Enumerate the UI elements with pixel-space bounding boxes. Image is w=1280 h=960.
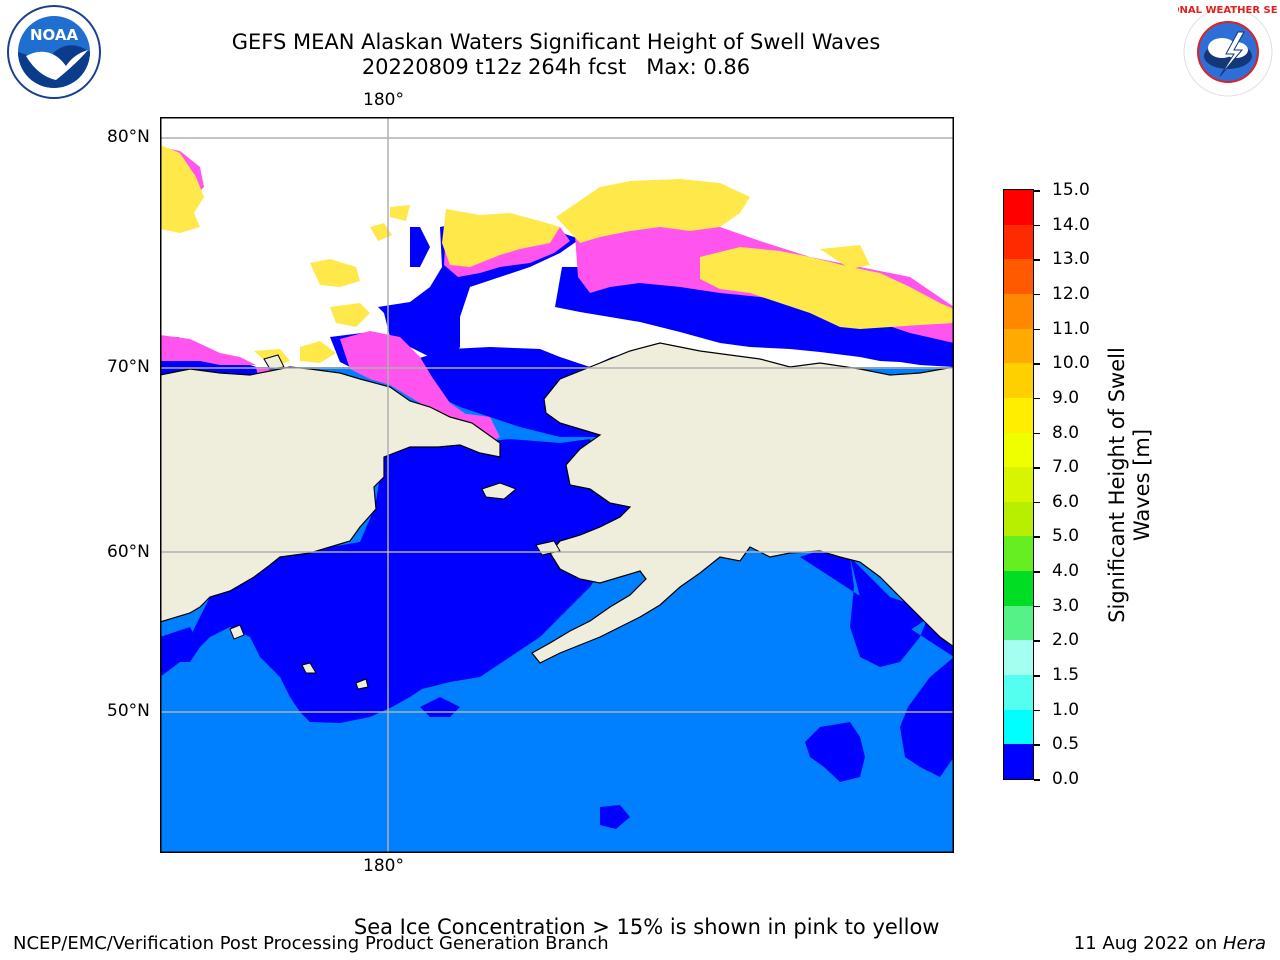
- colorbar-tick-label: 2.0: [1052, 630, 1080, 651]
- colorbar-tick-mark: [1034, 536, 1040, 538]
- colorbar-tick-label: 15.0: [1052, 180, 1090, 200]
- colorbar-segment: [1004, 224, 1033, 260]
- colorbar-tick-label: 6.0: [1052, 491, 1080, 512]
- colorbar-tick-label: 8.0: [1052, 422, 1080, 443]
- colorbar-tick-label: 4.0: [1052, 561, 1080, 582]
- footer-date: 11 Aug 2022 on Hera: [1073, 933, 1266, 954]
- colorbar-tick-label: 12.0: [1052, 283, 1090, 304]
- colorbar-tick-mark: [1034, 432, 1040, 435]
- colorbar-tick-mark: [1034, 571, 1040, 573]
- colorbar-tick-label: 14.0: [1052, 214, 1090, 235]
- land-siberia: [160, 366, 501, 623]
- colorbar-tick-label: 1.0: [1052, 699, 1080, 720]
- colorbar-segment: [1004, 363, 1033, 399]
- map-frame: [160, 117, 954, 853]
- colorbar-segment: [1004, 467, 1033, 503]
- colorbar-tick-mark: [1034, 224, 1040, 227]
- lat-label-70n: 70°N: [107, 357, 150, 377]
- land-alaska: [531, 342, 954, 664]
- chart-title: GEFS MEAN Alaskan Waters Significant Hei…: [231, 30, 881, 54]
- colorbar-segment: [1004, 293, 1033, 330]
- chart-subtitle: 20220809 t12z 264h fcst Max: 0.86: [361, 55, 751, 79]
- colorbar-label: Significant Height of Swell Waves [m]: [1105, 347, 1154, 623]
- nws-logo-text: NATIONAL WEATHER SERVICE: [1178, 5, 1278, 16]
- graticule: [160, 117, 954, 853]
- sea-ice-note: Sea Ice Concentration > 15% is shown in …: [353, 915, 940, 939]
- noaa-logo-text: NOAA: [30, 26, 79, 44]
- colorbar-tick-mark: [1034, 675, 1040, 677]
- colorbar-segment: [1004, 709, 1033, 745]
- colorbar-segment: [1004, 190, 1033, 226]
- alaska-waters-map: [160, 117, 954, 853]
- colorbar-segment: [1004, 328, 1033, 364]
- colorbar-tick-label: 13.0: [1052, 249, 1090, 270]
- sea-ice-yellow: [160, 145, 954, 367]
- colorbar-tick-mark: [1034, 293, 1040, 296]
- colorbar-tick-label: 1.5: [1052, 665, 1080, 686]
- colorbar-tick-label: 5.0: [1052, 526, 1080, 547]
- colorbar-tick-label: 9.0: [1052, 387, 1080, 408]
- colorbar-tick-mark: [1034, 744, 1040, 746]
- colorbar-segment: [1004, 397, 1033, 434]
- colorbar-segment: [1004, 640, 1033, 676]
- colorbar-tick-mark: [1034, 259, 1040, 261]
- colorbar-tick-mark: [1034, 190, 1040, 192]
- nws-logo: NATIONAL WEATHER SERVICE: [1178, 5, 1278, 98]
- colorbar-tick-label: 0.5: [1052, 734, 1080, 755]
- colorbar-tick-label: 7.0: [1052, 457, 1080, 478]
- colorbar-tick-mark: [1034, 397, 1040, 400]
- colorbar-tick-mark: [1034, 363, 1040, 365]
- lon-label-bottom: 180°: [363, 856, 404, 876]
- colorbar-segment: [1004, 571, 1033, 607]
- colorbar-segment: [1004, 259, 1033, 295]
- colorbar: [1003, 189, 1034, 780]
- colorbar-tick-mark: [1034, 779, 1040, 781]
- colorbar-tick-label: 10.0: [1052, 353, 1090, 374]
- lat-label-50n: 50°N: [107, 701, 150, 721]
- lat-label-60n: 60°N: [107, 542, 150, 562]
- lon-label-top: 180°: [363, 90, 404, 110]
- colorbar-tick-mark: [1034, 501, 1040, 504]
- footer-machine: Hera: [1222, 933, 1266, 954]
- colorbar-tick-mark: [1034, 605, 1040, 608]
- lat-label-80n: 80°N: [107, 127, 150, 147]
- colorbar-tick-mark: [1034, 328, 1040, 331]
- colorbar-tick-mark: [1034, 467, 1040, 469]
- colorbar-segment: [1004, 432, 1033, 468]
- footer-branch: NCEP/EMC/Verification Post Processing Pr…: [13, 933, 609, 954]
- noaa-logo: NOAA: [7, 5, 101, 99]
- colorbar-tick-mark: [1034, 640, 1040, 642]
- colorbar-segment: [1004, 501, 1033, 537]
- colorbar-segment: [1004, 744, 1033, 779]
- colorbar-segment: [1004, 675, 1033, 711]
- colorbar-tick-label: 0.0: [1052, 769, 1080, 789]
- colorbar-tick-label: 3.0: [1052, 595, 1080, 616]
- colorbar-tick-mark: [1034, 709, 1040, 712]
- colorbar-tick-label: 11.0: [1052, 318, 1090, 339]
- colorbar-segment: [1004, 605, 1033, 641]
- colorbar-segment: [1004, 536, 1033, 572]
